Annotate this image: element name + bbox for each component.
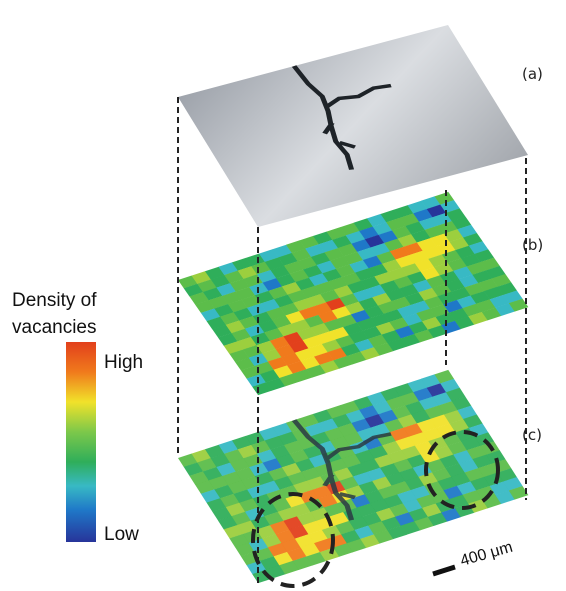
legend-high: High — [104, 352, 143, 373]
legend-title: vacancies — [12, 317, 97, 338]
legend-low: Low — [104, 524, 139, 545]
scale-bar — [433, 567, 455, 574]
figure: (a) (b) (c) Density of vacancies High Lo… — [0, 0, 566, 591]
color-bar — [66, 342, 96, 542]
plate — [178, 192, 528, 395]
surface — [178, 25, 528, 227]
panel-label: (a) — [522, 65, 543, 83]
plates — [178, 25, 528, 583]
panel-label: (c) — [522, 426, 542, 444]
panel-label: (b) — [522, 236, 543, 254]
plate — [178, 25, 528, 227]
scale-label: 400 μm — [458, 539, 514, 570]
legend-title: Density of — [12, 290, 97, 311]
